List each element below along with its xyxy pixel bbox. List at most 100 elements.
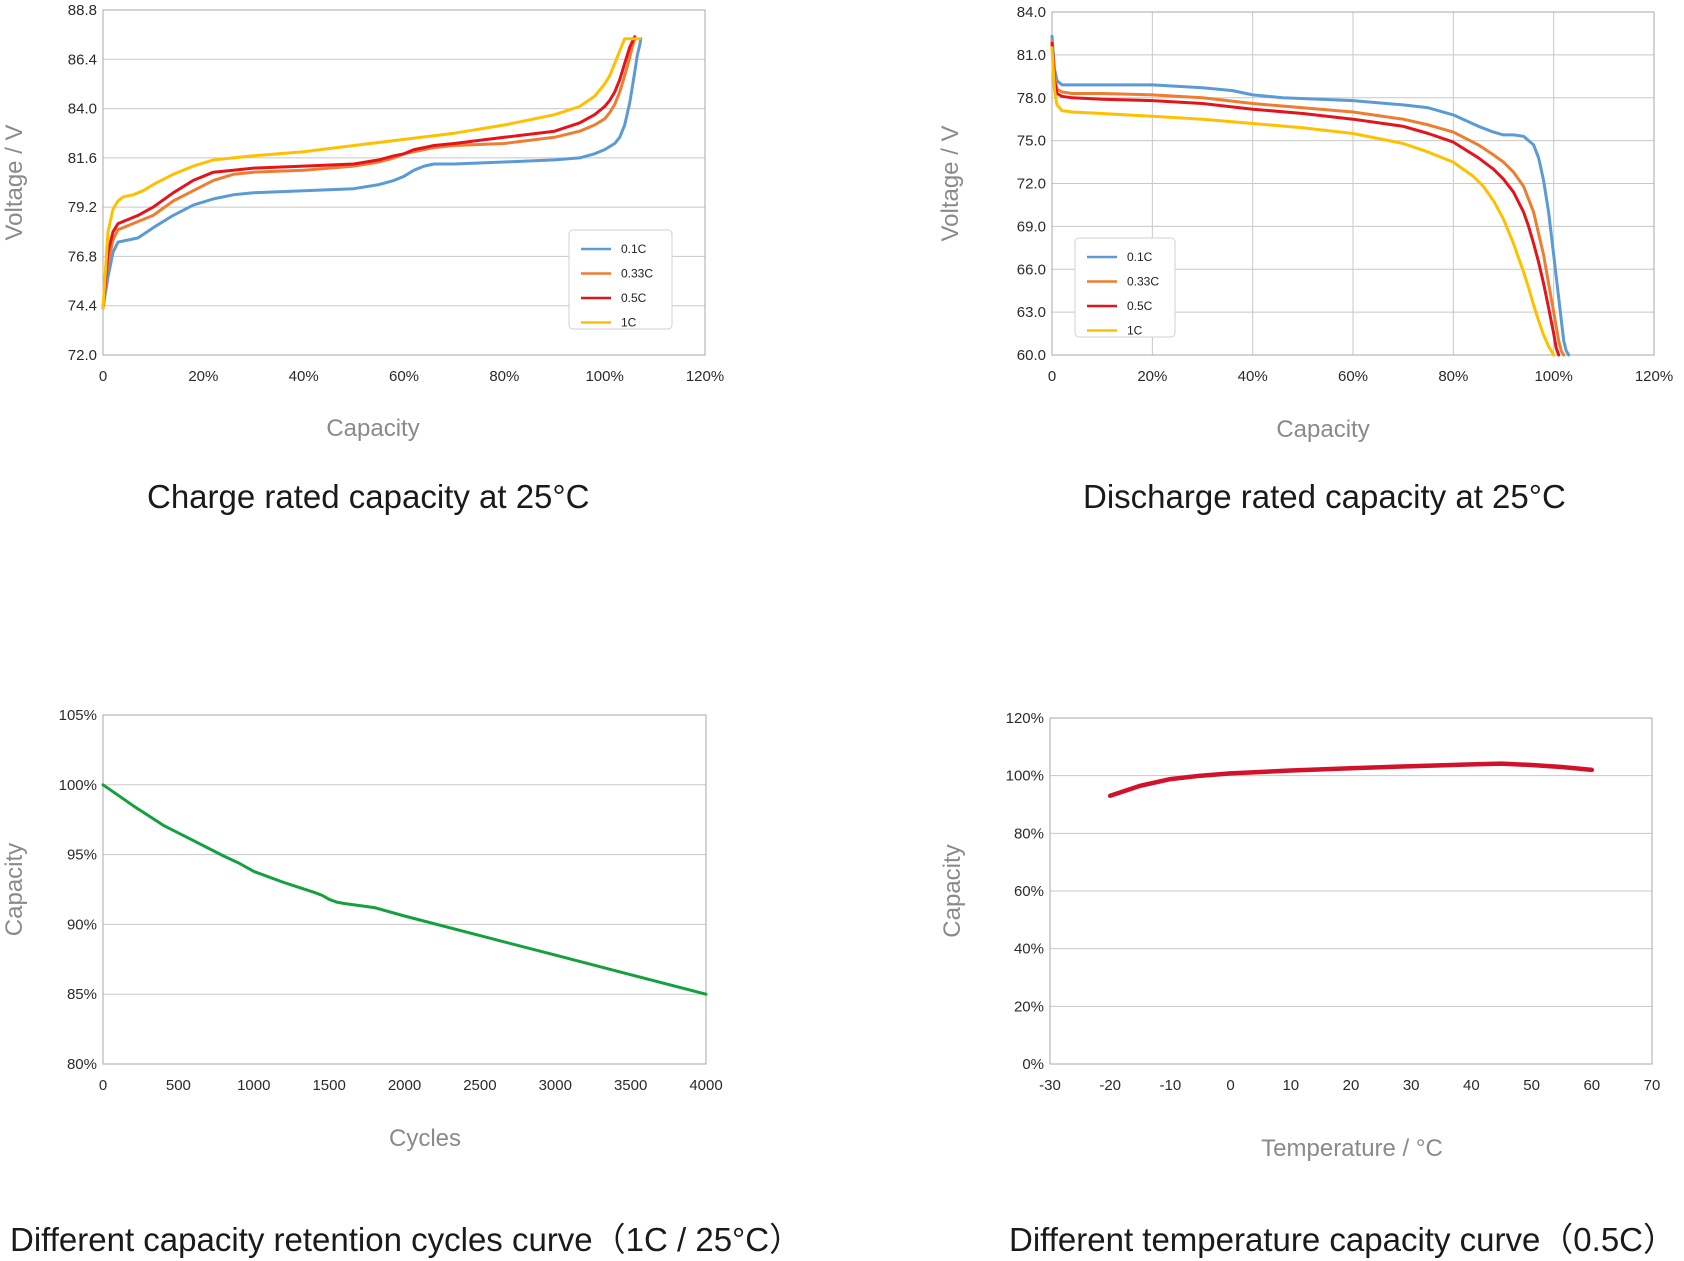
y-tick-label: 72.0 (68, 347, 97, 364)
y-tick-label: 74.4 (68, 298, 97, 315)
series-line-05c (1050, 41, 1561, 357)
chart-cycles: 80% 85% 90% 95% 100% 105% 0 500 1000 1500 2000 2500… (1, 707, 723, 1152)
legend: 0.1C 0.33C 0.5C 1C (1074, 237, 1176, 338)
y-tick-label: 95% (67, 847, 97, 864)
y-tick-label: 60% (1014, 883, 1044, 900)
x-tick-label: 1500 (312, 1077, 345, 1094)
x-tick-label: 3500 (614, 1077, 647, 1094)
x-tick-label: 500 (166, 1077, 191, 1094)
x-tick-label: 70 (1644, 1077, 1661, 1094)
legend-label: 0.1C (621, 242, 647, 256)
legend-label: 1C (1127, 324, 1143, 338)
y-tick-label: 79.2 (68, 199, 97, 216)
x-tick-label: 80% (489, 368, 519, 385)
x-tick-label: 120% (1635, 368, 1673, 385)
y-axis-label: Capacity (939, 844, 966, 937)
series-line-033c (1050, 39, 1566, 357)
y-tick-label: 76.8 (68, 248, 97, 265)
series-line-01c (101, 37, 643, 310)
y-tick-label: 80% (1014, 825, 1044, 842)
y-tick-label: 63.0 (1017, 304, 1046, 321)
legend-label: 0.5C (621, 291, 647, 305)
chart-discharge: 60.0 63.0 66.0 69.0 72.0 75.0 78.0 81.0 84.0 0 20%… (937, 4, 1673, 443)
legend-label: 1C (621, 316, 637, 330)
y-tick-label: 40% (1014, 941, 1044, 958)
legend-box (1074, 237, 1176, 338)
x-tick-label: 100% (1534, 368, 1572, 385)
plot-frame (102, 714, 707, 1065)
y-tick-label: 66.0 (1017, 261, 1046, 278)
x-tick-label: 40% (1238, 368, 1268, 385)
x-tick-label: 3000 (539, 1077, 572, 1094)
chart-charge-panel: 72.0 74.4 76.8 79.2 81.6 84.0 86.4 88.8 0 20% 40% 6… (0, 0, 842, 520)
y-axis-label: Voltage / V (937, 125, 964, 241)
x-tick-label: 0 (99, 368, 107, 385)
x-axis-label: Capacity (326, 415, 419, 442)
y-tick-label: 0% (1022, 1056, 1044, 1073)
chart-temperature: 0% 20% 40% 60% 80% 100% 120% -30 -20 -10 0 10 20 30 40… (939, 710, 1661, 1162)
series-line-1c (101, 37, 642, 310)
y-tick-label: 60.0 (1017, 347, 1046, 364)
chart-discharge-panel: 60.0 63.0 66.0 69.0 72.0 75.0 78.0 81.0 84.0 0 20%… (842, 0, 1684, 520)
x-tick-label: 100% (585, 368, 623, 385)
x-tick-label: 20 (1343, 1077, 1360, 1094)
x-axis-label: Temperature / °C (1261, 1135, 1443, 1162)
series-line-temperature (1107, 761, 1595, 799)
y-tick-label: 120% (1006, 710, 1044, 727)
x-tick-label: 20% (1137, 368, 1167, 385)
chart-charge: 72.0 74.4 76.8 79.2 81.6 84.0 86.4 88.8 0 20% 40% 6… (1, 2, 724, 442)
series-line-01c (1050, 34, 1571, 357)
chart-discharge-title: Discharge rated capacity at 25°C (1083, 478, 1566, 515)
y-tick-label: 86.4 (68, 51, 97, 68)
y-tick-label: 78.0 (1017, 90, 1046, 107)
legend-box (568, 229, 673, 330)
legend-label: 0.33C (621, 267, 653, 281)
x-tick-label: 20% (188, 368, 218, 385)
x-tick-label: -10 (1160, 1077, 1182, 1094)
chart-cycles-title: Different capacity retention cycles curv… (10, 1221, 803, 1258)
x-tick-label: 60% (1338, 368, 1368, 385)
x-tick-label: 0 (1048, 368, 1056, 385)
y-axis-label: Voltage / V (1, 124, 28, 240)
legend-label: 0.5C (1127, 299, 1153, 313)
x-tick-label: 60 (1583, 1077, 1600, 1094)
y-tick-label: 20% (1014, 998, 1044, 1015)
chart-cycles-panel: 80% 85% 90% 95% 100% 105% 0 500 1000 1500 2000 2500… (0, 690, 842, 1160)
x-tick-label: 1000 (237, 1077, 270, 1094)
x-tick-label: -30 (1039, 1077, 1061, 1094)
series-line-1c (1050, 46, 1556, 357)
x-tick-label: 30 (1403, 1077, 1420, 1094)
plot-frame (1049, 717, 1653, 1065)
y-tick-label: 72.0 (1017, 176, 1046, 193)
y-tick-label: 105% (59, 707, 97, 724)
y-tick-label: 81.0 (1017, 47, 1046, 64)
chart-temperature-title: Different temperature capacity curve（0.5… (1009, 1221, 1677, 1258)
series-line-033c (101, 37, 637, 310)
series-line-05c (101, 35, 637, 310)
y-tick-label: 85% (67, 986, 97, 1003)
legend-label: 0.33C (1127, 275, 1159, 289)
y-tick-label: 100% (1006, 768, 1044, 785)
y-axis-label: Capacity (1, 843, 28, 936)
y-tick-label: 90% (67, 916, 97, 933)
x-tick-label: 40 (1463, 1077, 1480, 1094)
y-tick-label: 81.6 (68, 150, 97, 167)
x-axis-label: Capacity (1276, 416, 1369, 443)
y-tick-label: 69.0 (1017, 218, 1046, 235)
x-tick-label: 10 (1282, 1077, 1299, 1094)
y-tick-label: 84.0 (68, 101, 97, 118)
plot-frame (102, 9, 706, 356)
chart-charge-title: Charge rated capacity at 25°C (147, 478, 590, 515)
y-tick-label: 75.0 (1017, 133, 1046, 150)
x-tick-label: 80% (1438, 368, 1468, 385)
legend: 0.1C 0.33C 0.5C 1C (568, 229, 673, 330)
x-tick-label: -20 (1099, 1077, 1121, 1094)
legend-label: 0.1C (1127, 250, 1153, 264)
y-tick-label: 84.0 (1017, 4, 1046, 21)
x-axis-label: Cycles (389, 1125, 461, 1152)
x-tick-label: 0 (1226, 1077, 1234, 1094)
x-tick-label: 2000 (388, 1077, 421, 1094)
y-tick-label: 80% (67, 1056, 97, 1073)
y-tick-label: 88.8 (68, 2, 97, 19)
y-tick-label: 100% (59, 777, 97, 794)
